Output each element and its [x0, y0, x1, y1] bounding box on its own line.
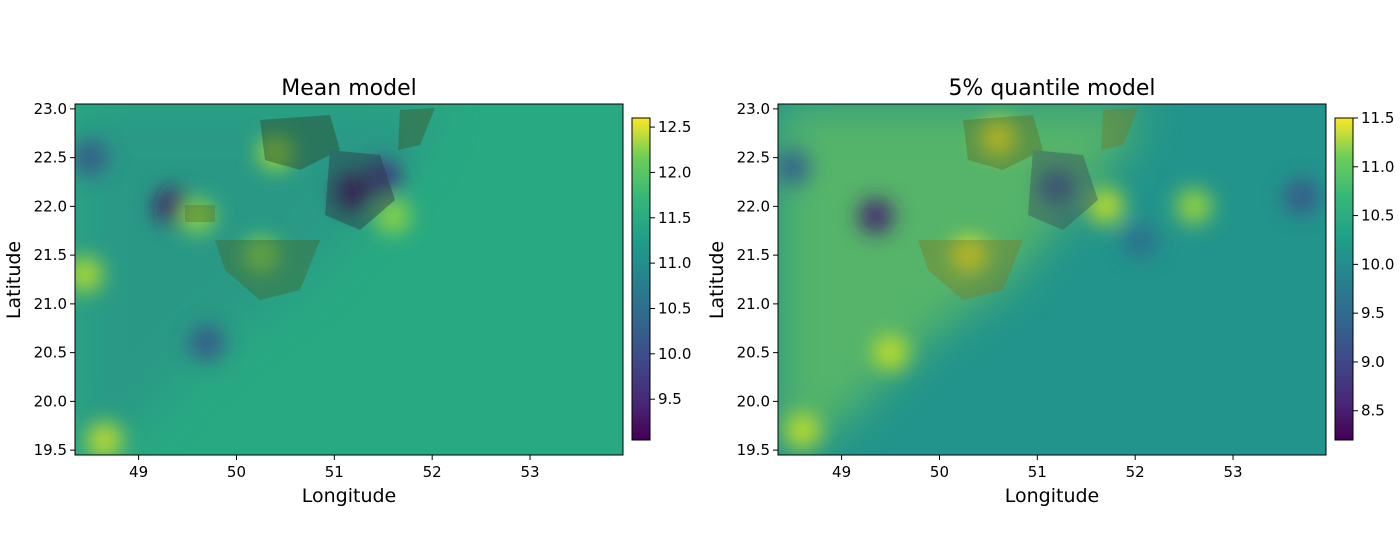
hotspot-3: [784, 412, 821, 449]
x-tick-label: 51: [1028, 463, 1047, 481]
y-tick-label: 21.0: [34, 295, 67, 313]
hotspot-8: [75, 256, 103, 293]
hotspot-layer: [778, 120, 1320, 449]
x-tick-label: 52: [423, 463, 442, 481]
hotspot-layer: [75, 134, 412, 455]
plot-frame: [777, 103, 1327, 456]
y-tick-label: 21.5: [737, 246, 770, 264]
colorbar-tick-label: 9.5: [1361, 304, 1385, 322]
x-tick-label: 52: [1126, 463, 1145, 481]
hotspot-4: [1087, 188, 1124, 225]
hotspot-0: [980, 120, 1017, 157]
y-tick-label: 23.0: [737, 100, 770, 118]
colorbar-tick-label: 11.5: [658, 209, 691, 227]
hotspot-3: [75, 139, 108, 176]
y-tick-label: 20.0: [737, 392, 770, 410]
colorbar-tick-label: 12.0: [658, 163, 691, 181]
hotspot-8: [778, 149, 811, 186]
colorbar: 9.5 10.0 10.5 11.0 11.5 12.0 12.5: [631, 117, 691, 441]
x-tick-label: 51: [325, 463, 344, 481]
panel-mean-model: Mean model 49 50 51 52 53 19.520.020.521: [3, 76, 691, 507]
colorbar-tick-label: 10.5: [1361, 207, 1394, 225]
heatmap-area: [74, 103, 624, 456]
colorbar-gradient: [1334, 117, 1354, 441]
colorbar-tick-label: 10.0: [1361, 255, 1394, 273]
y-tick-label: 22.5: [737, 149, 770, 167]
hotspot-7: [242, 237, 279, 274]
colorbar-tick-label: 10.0: [658, 345, 691, 363]
y-tick-label: 19.5: [34, 441, 67, 459]
x-tick-label: 50: [930, 463, 949, 481]
x-axis-label: Longitude: [1005, 485, 1100, 507]
hotspot-2: [872, 334, 909, 371]
colorbar-ticks: 9.5 10.0 10.5 11.0 11.5 12.0 12.5: [650, 118, 691, 408]
colorbar-tick-label: 12.5: [658, 118, 691, 136]
y-axis-ticks: 19.5 20.0 20.5 21.0 21.5 22.0 22.5 23.0: [737, 100, 778, 459]
hotspot-5: [1175, 188, 1212, 225]
y-tick-label: 19.5: [737, 441, 770, 459]
plot-frame: [74, 103, 624, 456]
colorbar-ticks: 8.5 9.0 9.5 10.0 10.5 11.0 11.5: [1353, 109, 1394, 420]
colorbar-tick-label: 11.0: [658, 254, 691, 272]
hotspot-7: [1038, 168, 1075, 205]
x-tick-label: 53: [1223, 463, 1242, 481]
colorbar-tick-label: 8.5: [1361, 402, 1385, 420]
chart-title: 5% quantile model: [948, 76, 1155, 101]
hotspot-1: [950, 237, 987, 274]
hotspot-4: [189, 324, 226, 361]
urban-texture: [918, 108, 1138, 300]
x-axis-ticks: 49 50 51 52 53: [832, 455, 1243, 481]
hotspot-5: [257, 134, 294, 171]
hotspot-9: [86, 422, 123, 455]
colorbar: 8.5 9.0 9.5 10.0 10.5 11.0 11.5: [1334, 109, 1394, 441]
x-axis-label: Longitude: [302, 485, 397, 507]
y-tick-label: 22.0: [737, 197, 770, 215]
hotspot-2: [365, 159, 402, 196]
hotspot-6: [857, 198, 894, 235]
y-tick-label: 20.5: [34, 344, 67, 362]
y-axis-label: Latitude: [3, 241, 25, 319]
chart-title: Mean model: [281, 76, 416, 101]
colorbar-tick-label: 9.0: [1361, 353, 1385, 371]
y-tick-label: 22.0: [34, 197, 67, 215]
x-tick-label: 49: [832, 463, 851, 481]
y-tick-label: 21.0: [737, 295, 770, 313]
x-tick-label: 49: [129, 463, 148, 481]
hotspot-10: [375, 198, 412, 235]
colorbar-tick-label: 9.5: [658, 390, 682, 408]
heatmap-area: [777, 103, 1327, 456]
y-tick-label: 20.5: [737, 344, 770, 362]
colorbar-tick-label: 11.0: [1361, 158, 1394, 176]
x-axis-ticks: 49 50 51 52 53: [129, 455, 540, 481]
hotspot-6: [179, 198, 216, 235]
colorbar-tick-label: 11.5: [1361, 109, 1394, 127]
y-tick-label: 22.5: [34, 149, 67, 167]
y-tick-label: 23.0: [34, 100, 67, 118]
panel-quantile-model: 5% quantile model 49 50 51 52 53 19.5 20.0 20.…: [706, 76, 1394, 507]
hotspot-0: [335, 173, 372, 210]
hotspot-10: [1122, 222, 1159, 259]
urban-texture: [185, 108, 435, 300]
y-axis-label: Latitude: [706, 241, 728, 319]
x-tick-label: 53: [520, 463, 539, 481]
colorbar-tick-label: 10.5: [658, 299, 691, 317]
x-tick-label: 50: [227, 463, 246, 481]
y-axis-ticks: 19.5 20.0 20.5 21.0 21.5 22.0 22.5 23.0: [34, 100, 75, 459]
y-tick-label: 20.0: [34, 392, 67, 410]
colorbar-gradient: [631, 117, 651, 441]
y-tick-label: 21.5: [34, 246, 67, 264]
hotspot-9: [1283, 178, 1320, 215]
